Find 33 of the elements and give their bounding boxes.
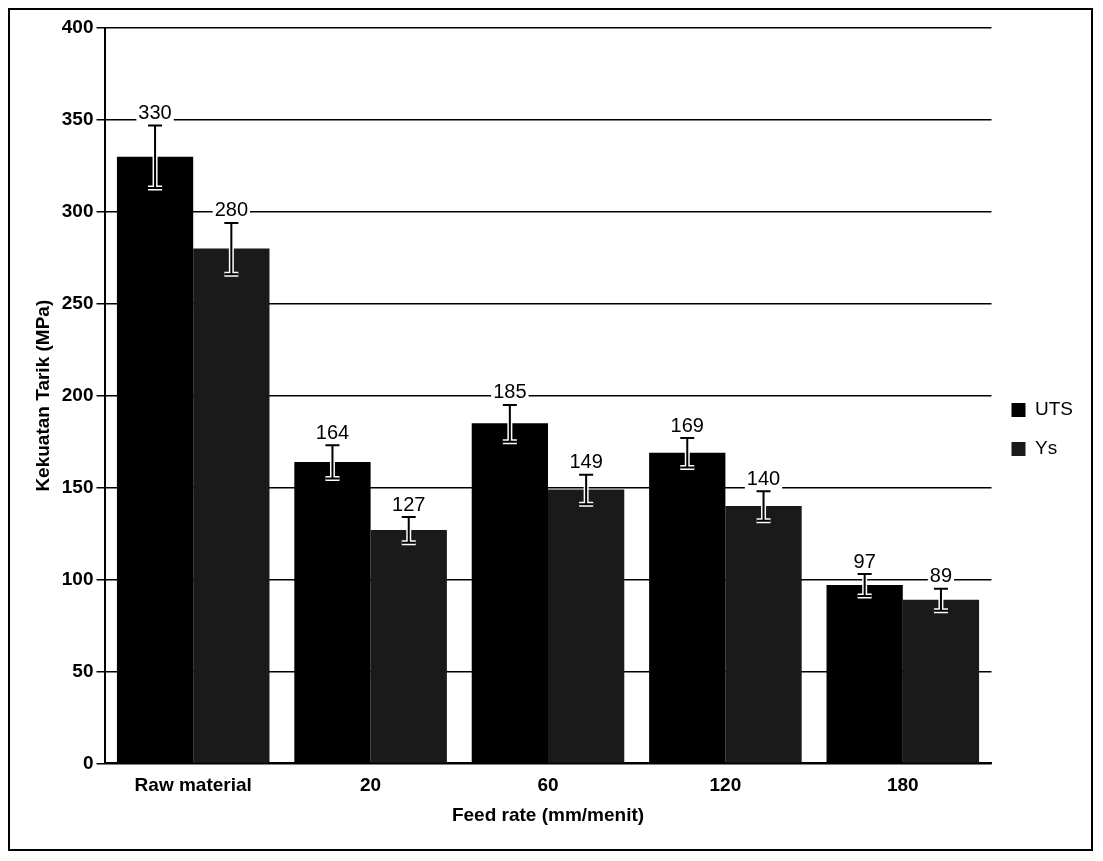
data-label: 89 (929, 564, 953, 587)
y-tick-label: 300 (61, 200, 94, 222)
bar (193, 248, 270, 763)
x-tick-label: 60 (537, 774, 559, 796)
y-tick-label: 250 (61, 292, 94, 314)
bar (370, 529, 447, 763)
data-label: 330 (138, 100, 172, 123)
legend-label: UTS (1035, 398, 1073, 420)
data-label: 97 (853, 549, 876, 572)
data-label: 185 (493, 380, 527, 403)
x-tick-label: Raw material (134, 774, 252, 796)
data-label: 127 (392, 492, 426, 515)
y-tick-label: 0 (82, 751, 94, 773)
data-label: 169 (670, 413, 704, 436)
y-tick-label: 150 (61, 475, 94, 497)
x-tick-label: 120 (709, 774, 742, 796)
y-tick-label: 400 (61, 16, 94, 38)
bar (902, 599, 980, 763)
y-tick-label: 350 (61, 108, 94, 130)
data-label: 149 (569, 450, 603, 473)
bar (725, 506, 802, 763)
bar (548, 489, 625, 763)
x-axis-title: Feed rate (mm/menit) (451, 803, 645, 825)
x-tick-label: 180 (886, 774, 919, 796)
data-label: 164 (315, 420, 350, 443)
data-label: 140 (746, 466, 781, 489)
y-axis-title: Kekuatan Tarik (MPa) (31, 299, 53, 492)
data-label: 280 (214, 198, 249, 221)
x-tick-label: 20 (360, 774, 382, 796)
y-tick-label: 100 (61, 567, 94, 589)
y-tick-label: 200 (61, 383, 94, 405)
y-tick-label: 50 (72, 659, 94, 681)
legend-label: Ys (1035, 437, 1058, 459)
